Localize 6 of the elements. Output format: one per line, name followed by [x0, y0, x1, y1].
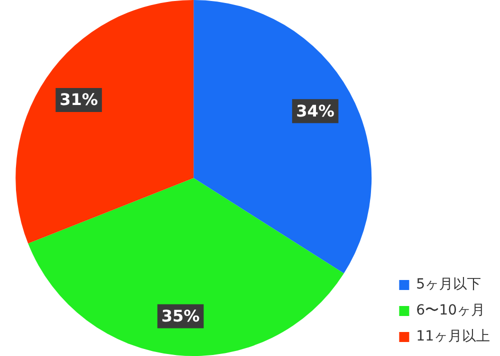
legend-label: 11ヶ月以上 [416, 328, 490, 345]
legend-label: 6〜10ヶ月 [416, 302, 485, 319]
data-label: 34% [296, 101, 334, 120]
legend-label: 5ヶ月以下 [416, 276, 482, 293]
data-label: 31% [60, 90, 98, 110]
data-label: 35% [161, 306, 200, 326]
